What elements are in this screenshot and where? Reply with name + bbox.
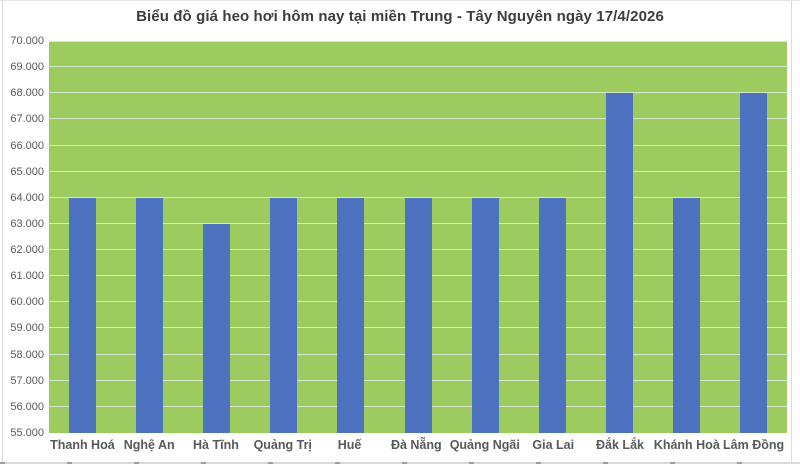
x-axis-category-label: Đắk Lắk xyxy=(596,438,644,452)
y-axis-tick-label: 63.000 xyxy=(10,217,44,230)
y-axis-tick-label: 60.000 xyxy=(10,296,44,309)
gridline xyxy=(49,118,787,120)
y-axis-tick-label: 69.000 xyxy=(10,61,44,74)
bar-Thanh Hoá xyxy=(69,197,97,433)
y-axis-tick-label: 56.000 xyxy=(10,400,44,413)
chart-title: Biểu đồ giá heo hơi hôm nay tại miền Tru… xyxy=(136,8,664,25)
y-axis-tick-label: 67.000 xyxy=(10,113,44,126)
gridline xyxy=(49,196,787,198)
x-axis-category-label: Lâm Đồng xyxy=(723,438,785,452)
bar-Đà Nẵng xyxy=(404,197,432,433)
x-axis-category-label: Hà Tĩnh xyxy=(193,438,239,452)
x-axis: Thanh Hoá Nghệ An Hà Tĩnh Quảng Trị Huế Đà Nẵ… xyxy=(49,438,787,458)
sheet-gridline-bottom xyxy=(0,462,800,464)
gridline xyxy=(49,170,787,172)
bar-Quảng Ngãi xyxy=(471,197,499,433)
y-axis-tick-label: 64.000 xyxy=(10,191,44,204)
bar-Đắk Lắk xyxy=(605,93,633,433)
x-axis-category-label: Nghệ An xyxy=(123,438,175,452)
x-axis-category-label: Gia Lai xyxy=(532,438,575,452)
gridline xyxy=(49,144,787,146)
y-axis-tick-label: 61.000 xyxy=(10,270,44,283)
y-axis-tick-label: 57.000 xyxy=(10,374,44,387)
sheet-gridline-right xyxy=(791,1,792,462)
y-axis-tick-label: 62.000 xyxy=(10,244,44,257)
x-axis-category-label: Quảng Trị xyxy=(253,438,312,452)
bar-Quảng Trị xyxy=(270,197,298,433)
x-axis-category-label: Đà Nẵng xyxy=(390,438,442,452)
x-axis-category-label: Quảng Ngãi xyxy=(449,438,520,452)
bar-Huế xyxy=(337,197,365,433)
bar-Lâm Đồng xyxy=(739,93,767,433)
y-axis-tick-label: 55.000 xyxy=(10,427,44,439)
gridline xyxy=(49,66,787,68)
bar-Khánh Hoà xyxy=(672,197,700,433)
x-axis-category-label: Khánh Hoà xyxy=(653,438,720,452)
gridline xyxy=(49,92,787,94)
y-axis-tick-label: 58.000 xyxy=(10,348,44,361)
y-axis-tick-label: 59.000 xyxy=(10,322,44,335)
sheet-gridline-left xyxy=(2,1,3,462)
y-axis-tick-label: 66.000 xyxy=(10,139,44,152)
bar-Gia Lai xyxy=(538,197,566,433)
bar-Hà Tĩnh xyxy=(203,223,231,433)
y-axis-tick-label: 68.000 xyxy=(10,87,44,100)
y-axis-tick-label: 65.000 xyxy=(10,165,44,178)
y-axis-tick-label: 70.000 xyxy=(10,35,44,47)
bar-Nghệ An xyxy=(136,197,164,433)
x-axis-category-label: Thanh Hoá xyxy=(50,438,115,452)
plot-area xyxy=(49,41,787,433)
x-axis-category-label: Huế xyxy=(337,438,362,452)
gridline xyxy=(49,41,787,42)
